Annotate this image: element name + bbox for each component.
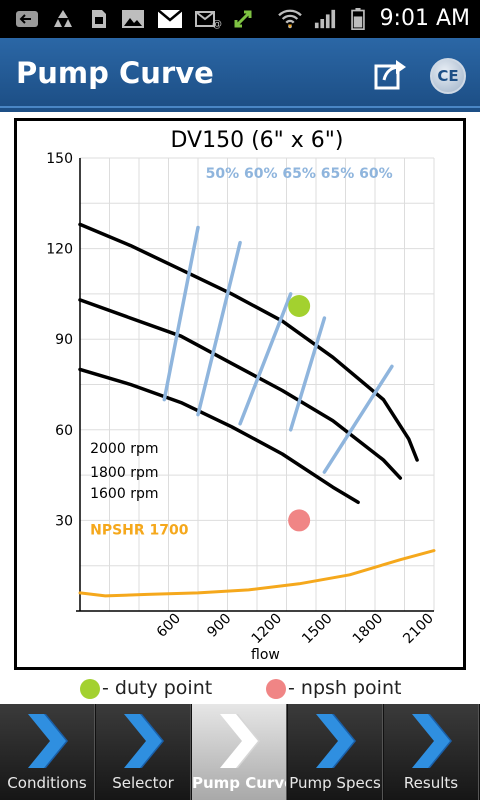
wifi-icon <box>278 9 302 29</box>
email-icon: @ <box>195 11 222 30</box>
series-label: 2000 rpm <box>90 441 158 457</box>
x-tick-label: 1500 <box>299 611 336 648</box>
chevron-right-icon <box>316 714 356 768</box>
signal-icon <box>314 9 336 29</box>
chart-title: DV150 (6" x 6") <box>171 128 344 153</box>
tab-selector[interactable]: Selector <box>96 704 191 800</box>
app-header: Pump Curve CE <box>0 38 480 108</box>
tab-label: Pump Specs <box>289 774 381 792</box>
efficiency-labels: 50% 60% 65% 65% 60% <box>206 166 393 182</box>
status-time: 9:01 AM <box>379 6 470 31</box>
npsh-point-label: - npsh point <box>288 677 402 699</box>
tab-label: Pump Curve <box>192 774 286 792</box>
y-tick-label: 60 <box>55 423 73 439</box>
series-line-1600-rpm <box>78 367 360 505</box>
page-title: Pump Curve <box>16 56 214 90</box>
efficiency-line <box>238 292 293 426</box>
duty-point-swatch <box>80 679 100 699</box>
sync-arrows-icon <box>234 10 252 28</box>
tab-label: Conditions <box>7 774 87 792</box>
series-label: 1600 rpm <box>90 486 158 502</box>
series-line-npshr-1700 <box>78 549 436 598</box>
duty-point-label: - duty point <box>102 677 213 699</box>
y-tick-label: 120 <box>46 242 73 258</box>
tab-label: Selector <box>112 774 174 792</box>
x-tick-label: 600 <box>154 611 184 641</box>
chevron-right-icon <box>412 714 452 768</box>
battery-icon <box>351 8 365 30</box>
chevron-right-icon <box>220 714 260 768</box>
svg-text:@: @ <box>212 19 222 30</box>
y-tick-label: 90 <box>55 332 73 348</box>
tab-results[interactable]: Results <box>384 704 479 800</box>
tab-pump-specs[interactable]: Pump Specs <box>288 704 383 800</box>
npsh-point-swatch <box>266 679 286 699</box>
gmail-icon <box>157 9 183 28</box>
tab-pump-curve[interactable]: Pump Curve <box>192 704 287 800</box>
content-area: DV150 (6" x 6") 30 60 90 120 150 600 900 1200 150… <box>0 108 480 704</box>
tab-conditions[interactable]: Conditions <box>0 704 95 800</box>
series-label: NPSHR 1700 <box>90 522 189 538</box>
x-tick-label: 900 <box>204 611 234 641</box>
bottom-nav: Conditions Selector Pump Curve Pump Specs Re… <box>0 704 480 800</box>
efficiency-line <box>196 240 242 417</box>
series-line-2000-rpm <box>78 222 419 462</box>
series-label: 1800 rpm <box>90 465 158 481</box>
chevron-right-icon <box>124 714 164 768</box>
npsh-point-marker <box>288 509 311 532</box>
chart-legend: - duty point - npsh point <box>0 672 480 708</box>
efficiency-line <box>162 225 200 402</box>
x-tick-label: 1800 <box>350 611 387 648</box>
content-panel: DV150 (6" x 6") 30 60 90 120 150 600 900 1200 150… <box>0 112 480 704</box>
efficiency-line <box>288 316 327 432</box>
recycle-icon <box>54 10 72 27</box>
y-tick-label: 150 <box>46 151 73 167</box>
chevron-right-icon <box>28 714 68 768</box>
duty-point-marker <box>288 294 311 317</box>
sd-card-icon <box>92 10 106 28</box>
efficiency-line <box>322 364 394 474</box>
tab-label: Results <box>403 774 459 792</box>
y-tick-label: 30 <box>55 513 73 529</box>
pump-curve-chart: DV150 (6" x 6") 30 60 90 120 150 600 900 1200 150… <box>14 118 466 670</box>
status-bar: @ 9:01 AM <box>0 0 480 38</box>
share-icon <box>374 60 406 90</box>
back-arrow-notification-icon <box>16 11 38 27</box>
share-button[interactable] <box>372 56 410 92</box>
x-tick-label: 1200 <box>249 611 286 648</box>
chart-svg: DV150 (6" x 6") 30 60 90 120 150 600 900 1200 150… <box>46 128 437 663</box>
x-axis-label: flow <box>251 647 280 663</box>
x-tick-label: 2100 <box>400 611 437 648</box>
image-icon <box>122 10 144 28</box>
ce-logo-button[interactable]: CE <box>430 58 466 94</box>
